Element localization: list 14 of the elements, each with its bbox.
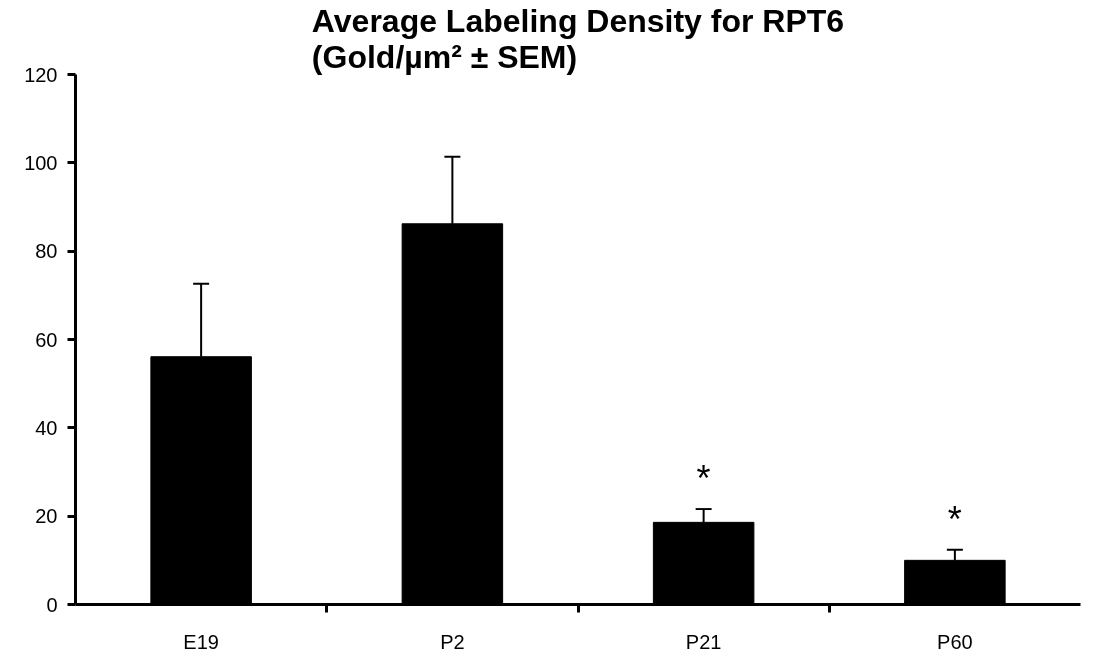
y-tick-label: 0 — [46, 593, 58, 616]
y-tick-label: 80 — [35, 240, 58, 263]
annotation: * — [696, 458, 711, 500]
x-tick-label: E19 — [183, 630, 219, 653]
y-tick-label: 60 — [35, 328, 58, 351]
x-tick-label: P21 — [685, 630, 722, 653]
chart-title: Average Labeling Density for RPT6 (Gold/µm² ± SEM) — [311, 2, 845, 75]
y-tick-label: 20 — [35, 505, 58, 528]
y-tick-label: 120 — [24, 63, 58, 86]
annotation: * — [947, 498, 962, 540]
y-tick-label: 100 — [24, 151, 58, 174]
y-tick-label: 40 — [35, 416, 58, 439]
x-tick-label: P60 — [937, 630, 973, 653]
x-tick-label: P2 — [440, 630, 465, 653]
